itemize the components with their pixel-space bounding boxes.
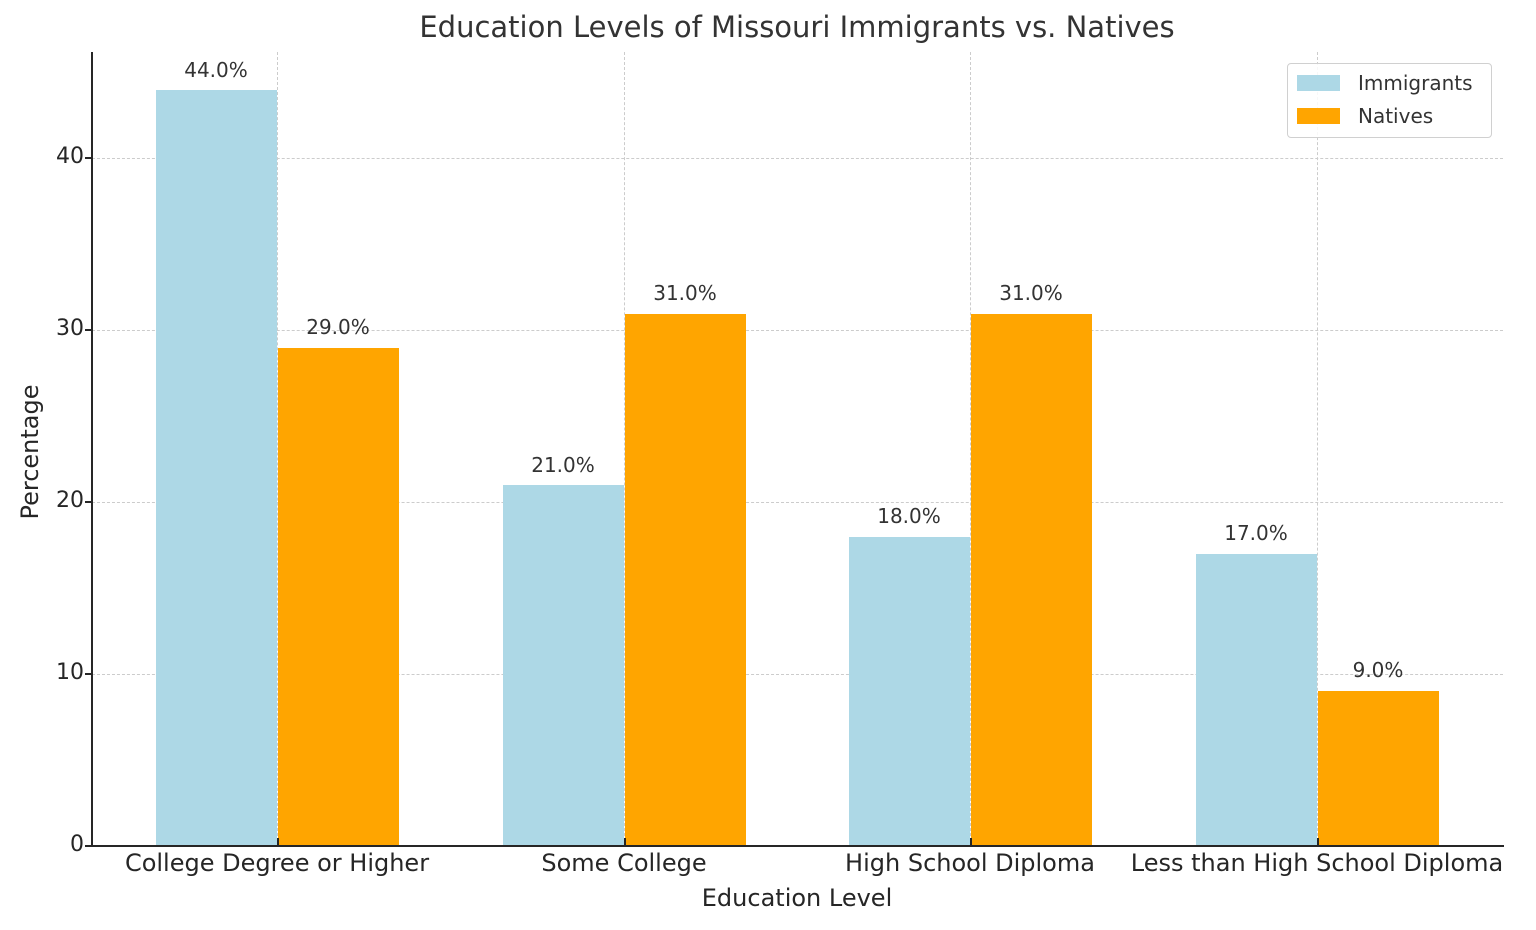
x-axis-label: Education Level xyxy=(701,884,893,912)
y-axis-label: Percentage xyxy=(16,384,44,520)
y-tick-mark xyxy=(85,673,92,675)
y-tick-label: 20 xyxy=(56,488,84,513)
y-tick-mark xyxy=(85,501,92,503)
bar-natives-some-college xyxy=(625,314,746,846)
x-tick-label: Less than High School Diploma xyxy=(1130,849,1504,877)
x-tick-mark xyxy=(277,838,279,846)
value-label: 9.0% xyxy=(1352,658,1404,682)
plot-area: 44.0% 29.0% 21.0% 31.0% 18.0% 31.0% 17.0… xyxy=(92,52,1503,846)
value-label: 44.0% xyxy=(184,58,248,82)
gridline-x-2 xyxy=(970,52,971,846)
bar-immigrants-less-than-hs xyxy=(1196,554,1317,846)
bar-immigrants-some-college xyxy=(503,485,624,846)
legend-item-natives: Natives xyxy=(1297,104,1433,128)
x-tick-mark xyxy=(970,838,972,846)
gridline-x-1 xyxy=(624,52,625,846)
value-label: 31.0% xyxy=(999,281,1063,305)
value-label: 18.0% xyxy=(877,504,941,528)
y-tick-mark xyxy=(85,329,92,331)
y-tick-label: 30 xyxy=(56,316,84,341)
bar-natives-high-school xyxy=(971,314,1092,846)
bar-immigrants-college xyxy=(156,90,277,846)
y-tick-mark xyxy=(85,845,92,847)
legend-swatch-natives xyxy=(1297,108,1340,124)
legend-item-immigrants: Immigrants xyxy=(1297,71,1473,95)
legend-label: Immigrants xyxy=(1358,71,1473,95)
x-axis-line xyxy=(91,845,1504,847)
y-axis-line xyxy=(91,52,93,847)
value-label: 17.0% xyxy=(1224,521,1288,545)
y-tick-label: 10 xyxy=(56,660,84,685)
bar-natives-less-than-hs xyxy=(1318,691,1439,846)
chart-title: Education Levels of Missouri Immigrants … xyxy=(419,10,1175,44)
legend-swatch-immigrants xyxy=(1297,75,1340,91)
gridline-y-30 xyxy=(92,330,1503,331)
x-tick-label: Some College xyxy=(541,849,707,877)
legend: Immigrants Natives xyxy=(1287,63,1492,138)
bar-natives-college xyxy=(278,348,399,846)
x-tick-mark xyxy=(624,838,626,846)
y-tick-label: 40 xyxy=(56,144,84,169)
value-label: 31.0% xyxy=(653,281,717,305)
gridline-y-10 xyxy=(92,674,1503,675)
gridline-y-40 xyxy=(92,158,1503,159)
value-label: 21.0% xyxy=(531,453,595,477)
value-label: 29.0% xyxy=(306,315,370,339)
gridline-x-3 xyxy=(1317,52,1318,846)
gridline-y-20 xyxy=(92,502,1503,503)
x-tick-label: College Degree or Higher xyxy=(124,849,430,877)
bar-immigrants-high-school xyxy=(849,537,970,846)
legend-label: Natives xyxy=(1358,104,1434,128)
x-tick-label: High School Diploma xyxy=(845,849,1095,877)
gridline-x-0 xyxy=(277,52,278,846)
y-tick-mark xyxy=(85,157,92,159)
x-tick-mark xyxy=(1317,838,1319,846)
y-tick-label: 0 xyxy=(70,832,84,857)
